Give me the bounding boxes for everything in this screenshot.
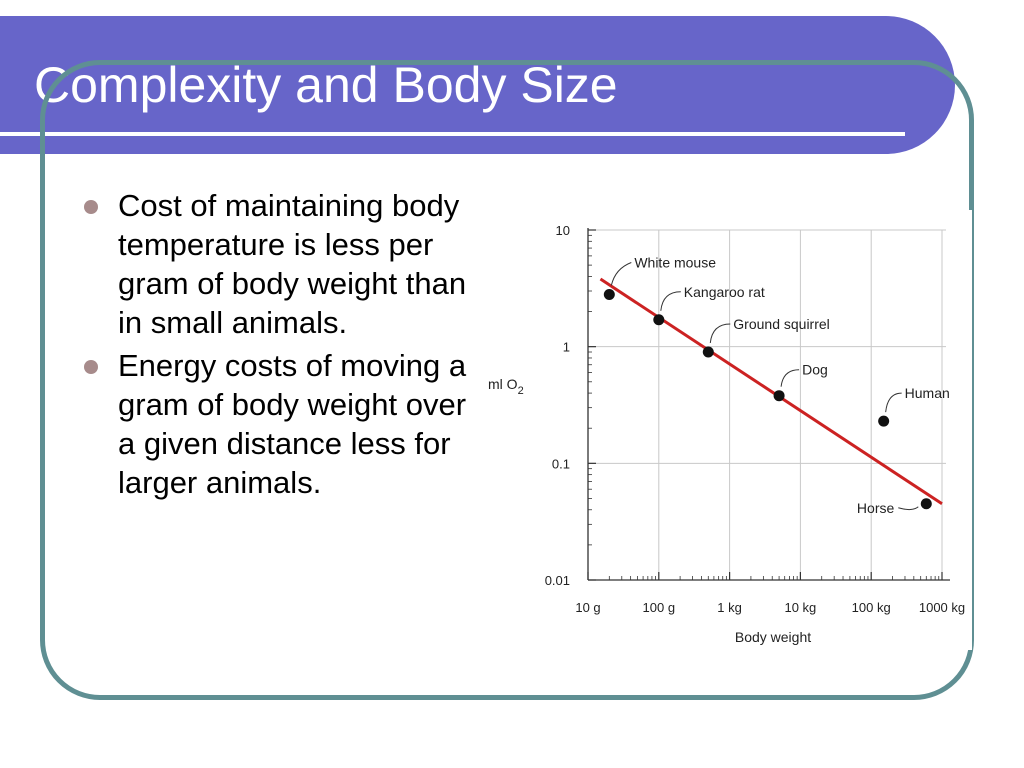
- chart-panel: 10 g 100 g 1 kg 10 kg 100 kg 1000 kg 0.01 0.1 1 1…: [482, 210, 972, 650]
- title-bar: Complexity and Body Size: [0, 16, 955, 154]
- data-point: [603, 288, 615, 300]
- leader-line: [885, 392, 902, 413]
- x-axis-title: Body weight: [735, 629, 811, 645]
- point-label: Dog: [802, 362, 828, 378]
- x-tick-label: 1 kg: [717, 600, 742, 615]
- slide-title: Complexity and Body Size: [34, 57, 618, 113]
- y-tick-label: 10: [556, 223, 570, 238]
- point-label: Horse: [857, 500, 895, 516]
- data-point: [773, 390, 785, 402]
- point-label: Ground squirrel: [733, 316, 830, 332]
- x-tick-label: 100 kg: [852, 600, 891, 615]
- x-tick-label: 10 kg: [784, 600, 816, 615]
- bullet-text: Energy costs of moving a gram of body we…: [118, 348, 467, 500]
- point-label: White mouse: [634, 254, 716, 270]
- bullet-text: Cost of maintaining body temperature is …: [118, 188, 467, 340]
- y-tick-label: 1: [563, 340, 570, 355]
- point-label: Human: [905, 385, 950, 401]
- x-tick-label: 100 g: [643, 600, 676, 615]
- data-point: [878, 415, 890, 427]
- data-point: [702, 346, 714, 358]
- fit-line: [599, 277, 943, 506]
- grid: [588, 229, 946, 580]
- leader-line: [709, 323, 731, 344]
- leader-line: [898, 506, 919, 511]
- leader-line: [780, 369, 800, 387]
- x-tick-label: 10 g: [575, 600, 600, 615]
- fit-line-layer: [599, 277, 943, 506]
- title-underline: [0, 132, 905, 136]
- bullet-dot-icon: [84, 360, 98, 374]
- bullet-dot-icon: [84, 200, 98, 214]
- points-layer: [603, 288, 932, 510]
- bullet-item: Cost of maintaining body temperature is …: [80, 186, 480, 342]
- y-tick-label: 0.1: [552, 456, 570, 471]
- data-point: [920, 498, 932, 510]
- metabolic-rate-chart: 10 g 100 g 1 kg 10 kg 100 kg 1000 kg 0.01 0.1 1 1…: [488, 223, 965, 645]
- y-axis-title-subscript: 2: [518, 385, 524, 397]
- bullet-list: Cost of maintaining body temperature is …: [80, 186, 480, 506]
- y-tick-label: 0.01: [545, 573, 570, 588]
- axes: 10 g 100 g 1 kg 10 kg 100 kg 1000 kg 0.01 0.1 1 1…: [488, 223, 965, 645]
- leader-line: [610, 262, 632, 286]
- point-label: Kangaroo rat: [684, 284, 765, 300]
- y-axis-title: ml O2: [488, 376, 524, 397]
- leader-line: [660, 291, 681, 311]
- x-tick-label: 1000 kg: [919, 600, 965, 615]
- data-point: [653, 314, 665, 326]
- labels-layer: White mouse Kangaroo rat Ground squirrel Do…: [610, 254, 950, 516]
- bullet-item: Energy costs of moving a gram of body we…: [80, 346, 480, 502]
